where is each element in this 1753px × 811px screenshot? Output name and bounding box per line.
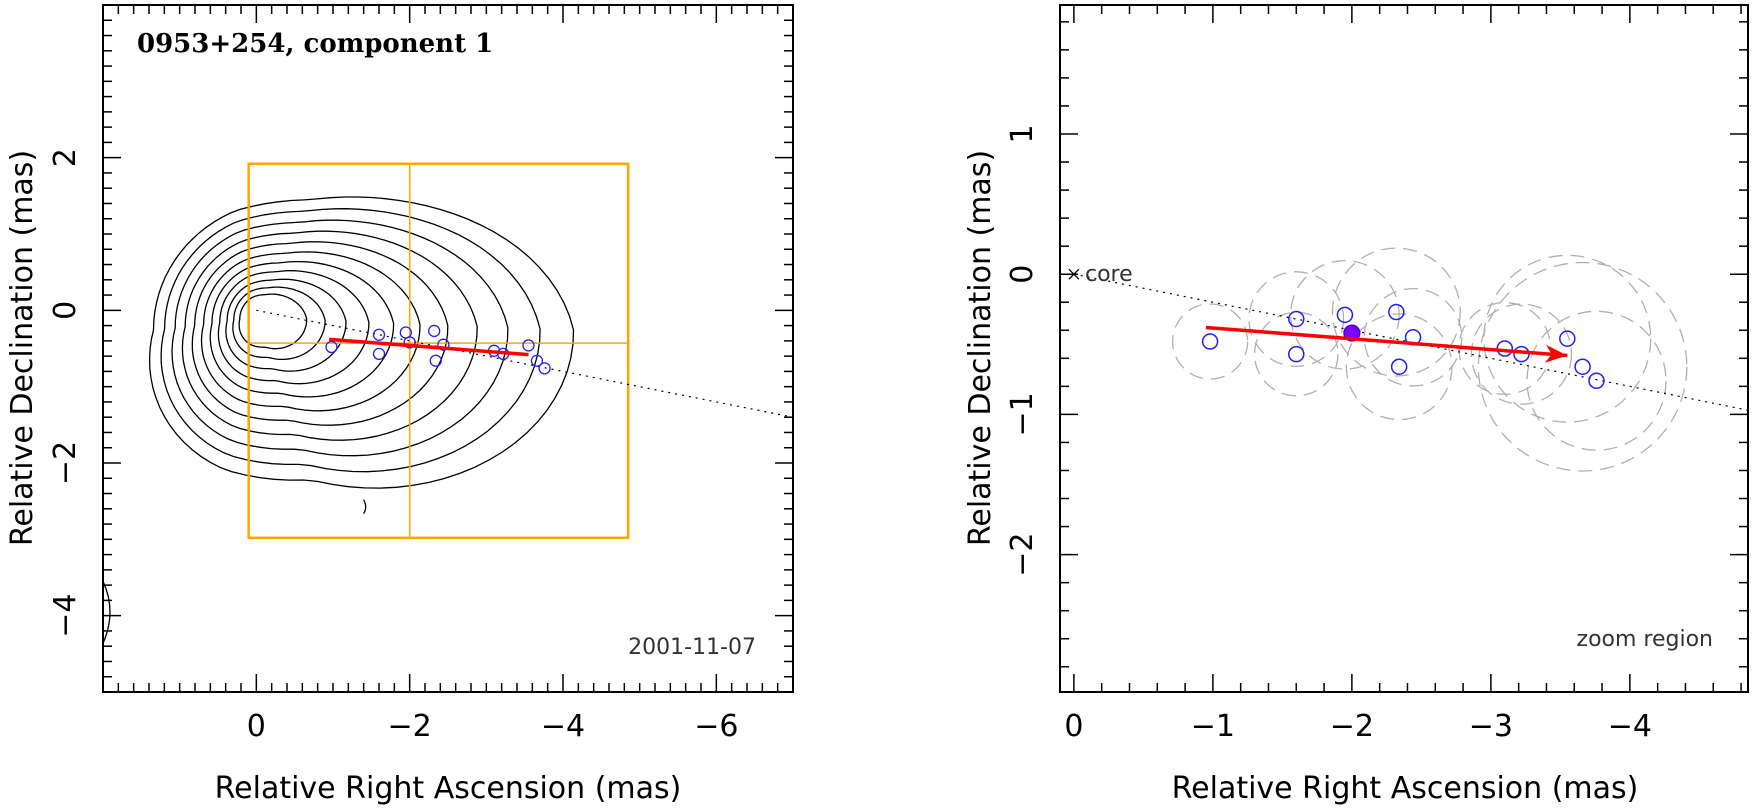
right-core-label: core bbox=[1085, 262, 1133, 287]
left-jet-axis bbox=[256, 309, 794, 418]
component-marker bbox=[530, 354, 544, 367]
error-circle bbox=[1290, 259, 1400, 370]
contour-level bbox=[191, 241, 449, 426]
right-arrow-shaft bbox=[1205, 325, 1568, 358]
component-marker bbox=[437, 338, 450, 351]
left-y-tick-label: 0 bbox=[48, 301, 83, 320]
contour-level bbox=[200, 251, 421, 412]
component-marker bbox=[1288, 310, 1305, 328]
component-marker bbox=[522, 339, 535, 352]
right-x-tick-label: −4 bbox=[1608, 709, 1652, 744]
contour-level bbox=[225, 278, 347, 372]
jet-axis-line bbox=[256, 309, 794, 418]
component-marker bbox=[325, 340, 338, 354]
right-plot-frame bbox=[1059, 4, 1749, 693]
right-y-tick-label: 0 bbox=[1005, 265, 1040, 284]
right-x-tick-label: −3 bbox=[1469, 709, 1513, 744]
left-x-tick-label: −2 bbox=[388, 709, 432, 744]
right-y-axis-title: Relative Declination (mas) bbox=[963, 150, 998, 546]
left-ticks: 0 −2 −4 −6 −4 −2 0 2 bbox=[48, 4, 794, 744]
contour-level bbox=[102, 581, 111, 644]
right-y-tick-label: −2 bbox=[1005, 532, 1040, 576]
error-circle bbox=[1470, 303, 1573, 405]
left-y-tick-label: 2 bbox=[48, 148, 83, 167]
left-x-tick-label: 0 bbox=[247, 709, 266, 744]
component-marker bbox=[1201, 333, 1219, 350]
zoom-box-outline bbox=[247, 162, 630, 540]
component-marker bbox=[1574, 358, 1591, 375]
left-zoom-box bbox=[247, 162, 630, 540]
error-circle bbox=[1483, 254, 1652, 423]
left-epoch-label: 2001-11-07 bbox=[628, 635, 756, 660]
contour-level bbox=[148, 196, 575, 489]
component-marker bbox=[1388, 303, 1405, 321]
right-ticks: 0 −1 −2 −3 −4 −2 −1 0 1 bbox=[1005, 5, 1748, 744]
left-title: 0953+254, component 1 bbox=[137, 29, 493, 59]
component-marker bbox=[372, 347, 386, 360]
right-motion-arrow bbox=[1205, 325, 1568, 363]
right-zoom-annotation: zoom region bbox=[1577, 627, 1713, 652]
error-circle bbox=[1526, 310, 1667, 451]
right-panel: core 0 −1 −2 −3 −4 −2 −1 0 1 zoom region Relativ… bbox=[963, 4, 1749, 806]
left-y-tick-label: −2 bbox=[48, 441, 83, 485]
left-y-tick-label: −4 bbox=[48, 594, 83, 638]
component-marker bbox=[1588, 372, 1605, 389]
component-marker bbox=[1390, 358, 1408, 375]
contour-level bbox=[160, 208, 541, 473]
right-y-tick-label: 1 bbox=[1005, 124, 1040, 143]
right-y-tick-label: −1 bbox=[1005, 392, 1040, 436]
right-x-axis-title: Relative Right Ascension (mas) bbox=[1172, 771, 1639, 806]
left-x-tick-label: −4 bbox=[541, 709, 585, 744]
contour-level bbox=[363, 499, 367, 515]
component-marker bbox=[538, 362, 551, 375]
error-circle bbox=[1331, 247, 1461, 377]
error-circle bbox=[1253, 311, 1339, 397]
component-marker bbox=[372, 328, 386, 341]
right-x-tick-label: −1 bbox=[1191, 709, 1235, 744]
left-plot-frame bbox=[102, 4, 794, 693]
left-x-axis-title: Relative Right Ascension (mas) bbox=[215, 771, 682, 806]
right-arrow-head bbox=[1544, 344, 1568, 363]
error-circle bbox=[1248, 271, 1345, 367]
component-marker bbox=[1336, 306, 1354, 324]
right-x-tick-label: 0 bbox=[1064, 709, 1083, 744]
contour-level bbox=[217, 270, 370, 385]
component-marker bbox=[1288, 345, 1305, 363]
component-marker bbox=[428, 324, 441, 338]
left-panel: 0 −2 −4 −6 −4 −2 0 2 0953+254, component 1 2001… bbox=[5, 4, 794, 806]
right-error-circles bbox=[1171, 247, 1688, 472]
contour-level bbox=[232, 286, 326, 361]
contour-level bbox=[181, 230, 478, 441]
component-marker bbox=[403, 336, 416, 349]
left-contours bbox=[102, 196, 575, 644]
right-x-tick-label: −2 bbox=[1330, 709, 1374, 744]
left-x-tick-label: −6 bbox=[694, 709, 738, 744]
left-y-axis-title: Relative Declination (mas) bbox=[5, 150, 40, 546]
error-circle bbox=[1363, 287, 1463, 387]
error-circle bbox=[1345, 313, 1453, 421]
left-arrow-shaft bbox=[329, 337, 529, 357]
component-marker bbox=[429, 354, 442, 367]
error-circle bbox=[1477, 261, 1688, 472]
left-motion-arrow bbox=[329, 337, 529, 357]
error-circle bbox=[1171, 303, 1249, 380]
contour-level bbox=[209, 260, 395, 398]
contour-level bbox=[238, 293, 308, 350]
component-marker bbox=[1559, 330, 1576, 347]
contour-level bbox=[171, 219, 509, 457]
